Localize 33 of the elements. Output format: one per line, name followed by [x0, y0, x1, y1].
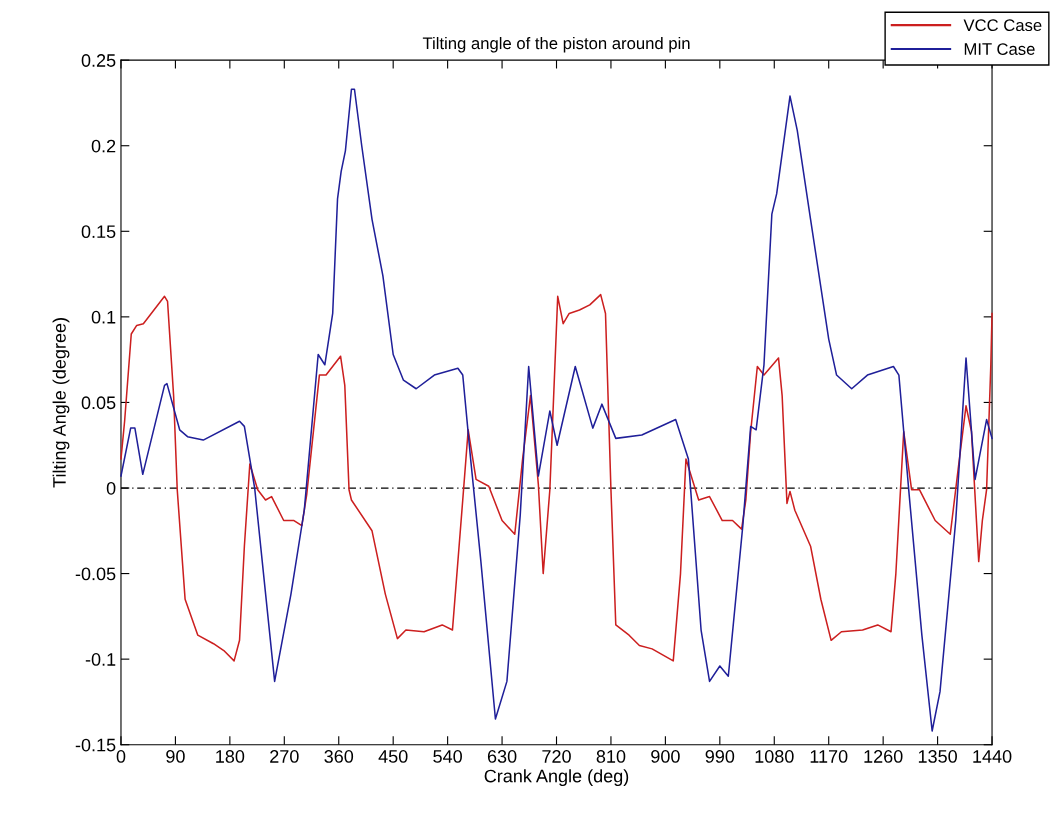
y-tick-label: 0.1 — [91, 310, 116, 324]
y-tick-label: -0.15 — [75, 738, 116, 752]
x-tick-label: 180 — [216, 750, 245, 763]
x-tick-label: 360 — [324, 750, 354, 763]
x-tick-label: 1170 — [810, 750, 848, 763]
y-tick-label: 0.05 — [81, 396, 116, 410]
x-tick-label: 90 — [166, 750, 185, 763]
legend-label: VCC Case — [963, 19, 1042, 32]
line-series — [120, 88, 993, 732]
x-tick-label: 720 — [542, 750, 571, 763]
y-tick-label: 0.15 — [81, 225, 116, 239]
legend-label: MIT Case — [964, 43, 1035, 55]
y-tick-label: -0.05 — [75, 567, 116, 581]
x-tick-label: 540 — [433, 750, 462, 763]
x-tick-label: 270 — [270, 750, 299, 763]
x-tick-label: 630 — [487, 750, 517, 763]
x-tick-label: 1080 — [755, 750, 794, 763]
x-tick-label: 450 — [378, 750, 408, 763]
y-tick-label: 0.2 — [91, 139, 116, 153]
x-tick-label: 810 — [596, 750, 626, 763]
line-series — [120, 293, 993, 662]
y-axis-title: Tilting Angle (degree) — [52, 318, 70, 488]
x-tick-label: 0 — [116, 750, 126, 763]
chart-title: Tilting angle of the piston around pin — [422, 36, 690, 53]
y-tick-label: 0 — [106, 481, 116, 495]
x-tick-label: 900 — [651, 750, 680, 763]
x-tick-label: 990 — [705, 750, 735, 763]
x-tick-label: 1350 — [918, 750, 957, 763]
x-tick-label: 1440 — [973, 750, 1012, 763]
y-tick-label: 0.25 — [81, 54, 116, 67]
x-axis-title: Crank Angle (deg) — [484, 769, 629, 787]
y-tick-label: -0.1 — [85, 653, 116, 666]
x-tick-label: 1260 — [864, 750, 903, 763]
